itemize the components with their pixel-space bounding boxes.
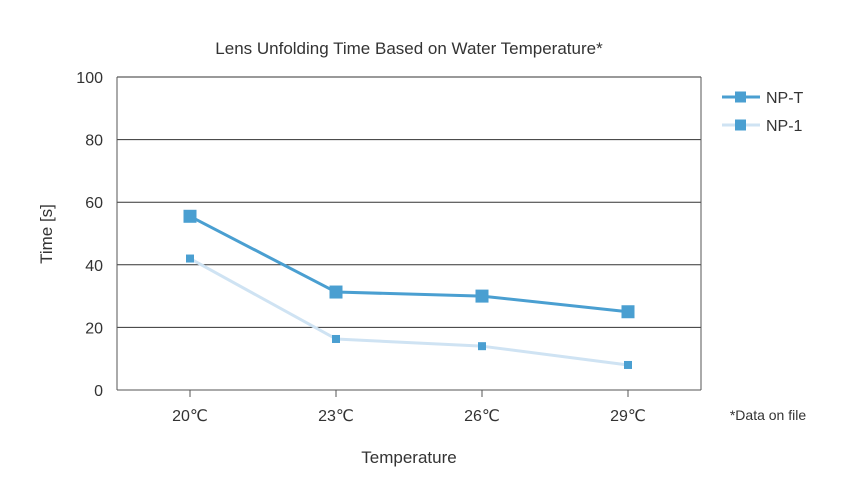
y-tick-label: 0: [94, 383, 103, 400]
x-ticks: 20℃ 23℃ 26℃ 29℃: [172, 390, 646, 425]
series-line-np-t: [189, 214, 629, 314]
x-tick-label: 23℃: [318, 408, 354, 425]
y-tick-label: 20: [85, 320, 103, 337]
y-axis-title: Time [s]: [37, 204, 56, 264]
series-line-np-1: [189, 257, 629, 367]
y-tick-label: 80: [85, 133, 103, 150]
legend-label-np-t: NP-T: [766, 90, 804, 107]
legend: NP-T NP-1: [722, 90, 804, 135]
x-tick-label: 26℃: [464, 408, 500, 425]
data-point-np-1: [478, 342, 486, 351]
data-point-np-1: [186, 254, 194, 263]
series-group: [183, 209, 635, 369]
grid: [116, 76, 702, 391]
legend-label-np-1: NP-1: [766, 118, 803, 135]
legend-marker-np-1: [735, 119, 746, 131]
y-ticks: 0 20 40 60 80 100: [76, 70, 103, 400]
y-tick-label: 100: [76, 70, 103, 87]
data-point-np-t: [621, 305, 635, 319]
x-axis-title: Temperature: [361, 448, 456, 467]
legend-marker-np-t: [735, 91, 746, 103]
data-point-np-t: [329, 285, 343, 299]
footnote: *Data on file: [730, 407, 806, 423]
chart-title: Lens Unfolding Time Based on Water Tempe…: [215, 39, 603, 58]
y-tick-label: 40: [85, 258, 103, 275]
data-point-np-1: [624, 360, 632, 369]
y-tick-label: 60: [85, 195, 103, 212]
data-point-np-t: [475, 289, 489, 303]
x-tick-label: 20℃: [172, 408, 208, 425]
data-point-np-1: [332, 334, 340, 343]
x-tick-label: 29℃: [610, 408, 646, 425]
data-point-np-t: [183, 209, 197, 223]
